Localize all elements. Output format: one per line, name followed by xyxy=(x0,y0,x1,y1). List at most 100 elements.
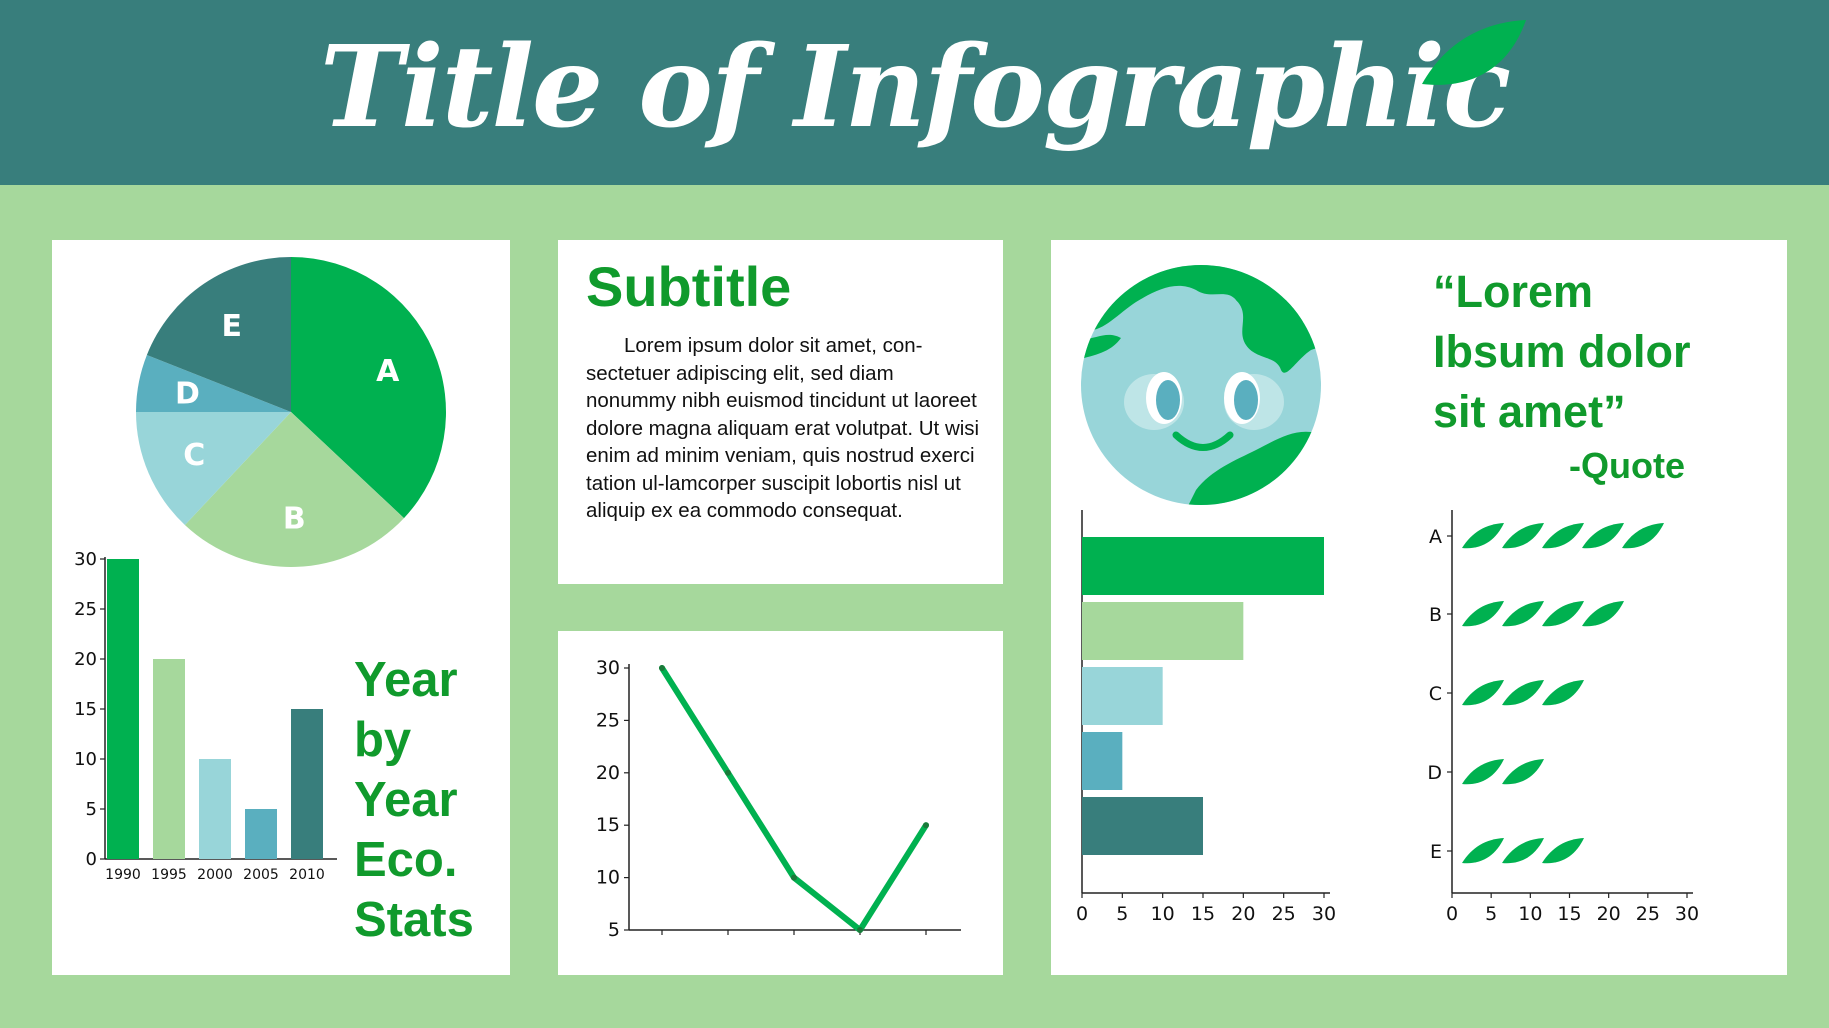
pie-slice-label: B xyxy=(283,501,306,536)
pie-slice xyxy=(136,354,291,412)
x-tick-label: 2005 xyxy=(243,867,279,883)
bar xyxy=(1082,602,1244,660)
x-tick-label: 0 xyxy=(1446,903,1458,925)
y-tick-label: A xyxy=(1429,526,1442,548)
leaf-icon xyxy=(1582,601,1624,627)
bar xyxy=(1082,797,1203,855)
quote-line: “Lorem xyxy=(1433,266,1594,317)
horizontal-bar-chart: 0 5 10 15 20 25 30 xyxy=(1076,510,1336,925)
pie-slice-label: A xyxy=(376,354,400,389)
bar xyxy=(291,709,323,859)
x-tick-label: 10 xyxy=(1151,903,1175,925)
y-tick-label: 10 xyxy=(596,867,620,889)
quote-panel: “Lorem Ibsum dolor sit amet” -Quote 0 5 10… xyxy=(1051,240,1787,975)
x-tick-label: 20 xyxy=(1231,903,1255,925)
year-stats-line: Year xyxy=(354,773,458,827)
y-tick-label: 30 xyxy=(596,657,620,679)
line-point xyxy=(725,769,731,776)
quote-line: Ibsum dolor xyxy=(1433,326,1691,377)
line-point xyxy=(659,665,665,671)
leaf-icon xyxy=(1462,523,1504,549)
y-tick-label: 20 xyxy=(596,762,620,784)
line-chart-panel: 5 10 15 20 25 30 xyxy=(558,631,1003,975)
line-series xyxy=(659,665,929,933)
bar xyxy=(153,659,185,859)
quote-attribution: -Quote xyxy=(1569,445,1685,486)
x-tick-label: 2000 xyxy=(197,867,233,883)
leaf-icon xyxy=(1542,601,1584,627)
y-tick-label: 0 xyxy=(86,849,97,870)
page-title: Title of Infographic xyxy=(319,22,1511,153)
leaf-icon xyxy=(1462,680,1504,706)
bar xyxy=(199,759,231,859)
x-tick-label: 25 xyxy=(1636,903,1660,925)
bar xyxy=(1082,667,1163,725)
line-point xyxy=(857,927,863,933)
year-stats-line: Year xyxy=(354,653,458,707)
pie-slice-label: C xyxy=(183,438,205,473)
y-tick-label: 30 xyxy=(74,549,97,570)
leaf-icon xyxy=(1462,759,1504,785)
x-tick-label: 30 xyxy=(1675,903,1699,925)
pie-slice xyxy=(146,257,291,412)
leaf-pictogram-chart: 0 5 10 15 20 25 30 A B C D E xyxy=(1427,510,1699,925)
subtitle: Subtitle xyxy=(586,255,792,318)
y-tick-label: 10 xyxy=(74,749,97,770)
leaf-icon xyxy=(1542,680,1584,706)
y-tick-label: 25 xyxy=(74,599,97,620)
leaf-icon xyxy=(1502,523,1544,549)
bar xyxy=(245,809,277,859)
y-tick-label: C xyxy=(1429,683,1442,705)
leaf-icon xyxy=(1502,601,1544,627)
year-stats-line: Stats xyxy=(354,893,474,947)
earth-icon xyxy=(1081,265,1321,505)
x-tick-label: 15 xyxy=(1191,903,1215,925)
bar xyxy=(1082,732,1123,790)
bar xyxy=(1082,537,1324,595)
pie-slice-label: D xyxy=(175,376,200,411)
y-tick-label: B xyxy=(1429,604,1442,626)
body-paragraph: Lorem ipsum dolor sit amet, con-sectetue… xyxy=(586,334,980,522)
pie-slice-label: E xyxy=(222,309,243,344)
bar xyxy=(107,559,139,859)
line-point xyxy=(791,874,797,881)
y-tick-label: 15 xyxy=(74,699,97,720)
x-tick-label: 5 xyxy=(1116,903,1128,925)
x-tick-label: 0 xyxy=(1076,903,1088,925)
y-tick-label: D xyxy=(1427,762,1442,784)
quote-text: “Lorem Ibsum dolor sit amet” xyxy=(1433,262,1691,442)
x-tick-label: 20 xyxy=(1597,903,1621,925)
leaf-icon xyxy=(1502,759,1544,785)
year-bar-chart: 0 5 10 15 20 25 30 1990 1995 2000 2005 2010 xyxy=(74,549,337,883)
leaf-icon xyxy=(1502,838,1544,864)
x-tick-label: 1990 xyxy=(105,867,141,883)
y-tick-label: 20 xyxy=(74,649,97,670)
year-stats-line: by xyxy=(354,713,412,767)
y-tick-label: 5 xyxy=(86,799,97,820)
leaf-icon xyxy=(1542,838,1584,864)
y-tick-label: 15 xyxy=(596,814,620,836)
year-stats-line: Eco. xyxy=(354,833,458,887)
year-stats-label: Year by Year Eco. Stats xyxy=(354,650,474,950)
leaf-icon xyxy=(1622,523,1664,549)
line-point xyxy=(923,822,929,829)
leaf-icon xyxy=(1582,523,1624,549)
leaf-icon xyxy=(1462,838,1504,864)
leaf-icon xyxy=(1502,680,1544,706)
x-tick-label: 30 xyxy=(1312,903,1336,925)
pie-slice xyxy=(291,257,446,519)
y-tick-label: 25 xyxy=(596,709,620,731)
x-tick-label: 2010 xyxy=(289,867,325,883)
pie-slice xyxy=(184,412,404,567)
x-tick-label: 10 xyxy=(1518,903,1542,925)
x-tick-label: 25 xyxy=(1272,903,1296,925)
quote-line: sit amet” xyxy=(1433,386,1626,437)
x-tick-label: 1995 xyxy=(151,867,187,883)
line-chart: 5 10 15 20 25 30 xyxy=(596,657,961,941)
x-tick-label: 5 xyxy=(1485,903,1497,925)
y-tick-label: E xyxy=(1430,841,1442,863)
text-panel: Subtitle Lorem ipsum dolor sit amet, con… xyxy=(558,240,1003,584)
pie-chart: A B CDE xyxy=(136,257,446,567)
leaf-icon xyxy=(1462,601,1504,627)
